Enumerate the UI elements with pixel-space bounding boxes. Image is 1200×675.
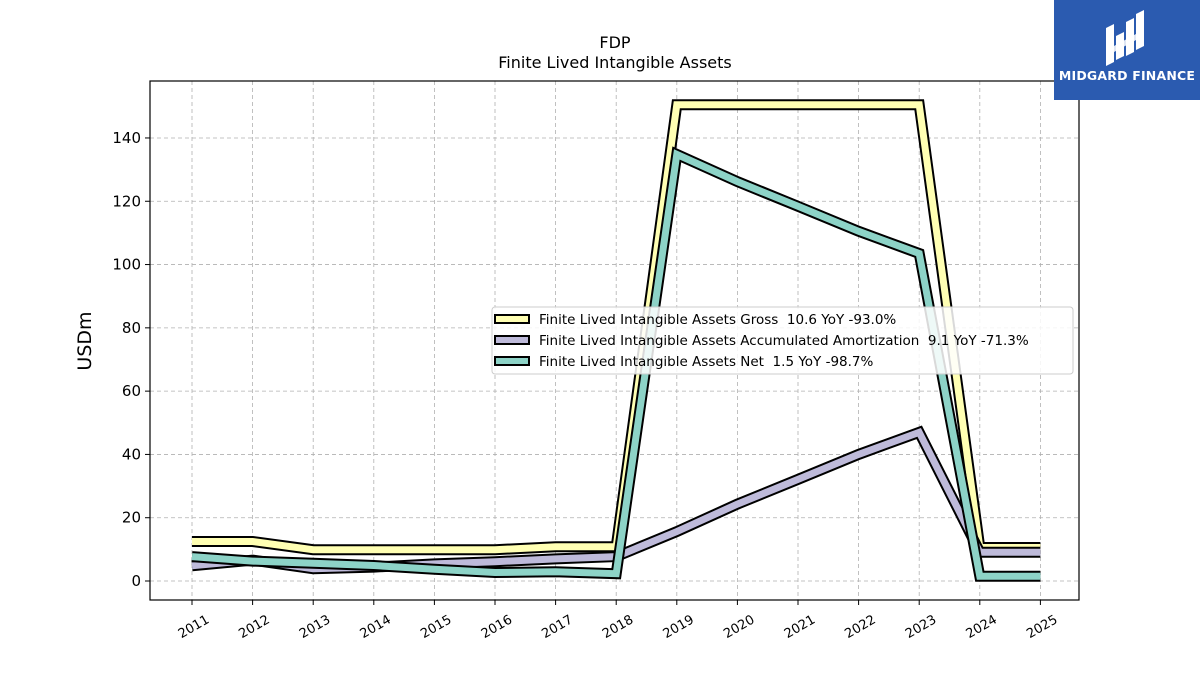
- legend-swatch: [494, 314, 530, 324]
- y-tick-label: 80: [122, 319, 141, 337]
- series-lines: [191, 99, 1041, 582]
- x-tick-label: 2022: [842, 612, 878, 642]
- x-tick-label: 2011: [176, 612, 212, 642]
- x-tick-label: 2013: [297, 612, 333, 642]
- x-tick-label: 2020: [721, 612, 757, 642]
- x-tick-label: 2021: [782, 612, 818, 642]
- y-tick-label: 140: [112, 129, 141, 147]
- x-tick-label: 2024: [964, 612, 1000, 642]
- legend: Finite Lived Intangible Assets Gross 10.…: [491, 306, 1074, 375]
- series-3: [191, 146, 1041, 582]
- x-tick-label: 2023: [903, 612, 939, 642]
- x-tick-label: 2018: [600, 612, 636, 642]
- y-tick-label: 40: [122, 445, 141, 463]
- x-tick-label: 2015: [418, 612, 454, 642]
- midgard-finance-logo: MIDGARD FINANCE: [1054, 0, 1200, 100]
- legend-swatch: [494, 335, 530, 345]
- y-tick-label: 60: [122, 382, 141, 400]
- logo-mark-icon: [1106, 10, 1144, 66]
- chart-title: FDP: [599, 33, 631, 52]
- plot-frame: [149, 80, 1080, 601]
- x-tick-label: 2017: [539, 612, 575, 642]
- y-tick-label: 20: [122, 509, 141, 527]
- x-tick-label: 2016: [479, 612, 515, 642]
- y-tick-label: 120: [112, 192, 141, 210]
- legend-label: Finite Lived Intangible Assets Accumulat…: [539, 333, 1029, 349]
- x-tick-label: 2014: [358, 612, 394, 642]
- legend-box: [491, 306, 1074, 375]
- y-tick-label: 0: [131, 572, 141, 590]
- y-axis-label: USDm: [74, 311, 96, 370]
- x-tick-label: 2019: [661, 612, 697, 642]
- series-line: [191, 149, 1041, 580]
- legend-label: Finite Lived Intangible Assets Gross 10.…: [539, 312, 896, 328]
- y-tick-label: 100: [112, 256, 141, 274]
- x-tick-label: 2012: [236, 612, 272, 642]
- logo-text: MIDGARD FINANCE: [1058, 68, 1196, 83]
- legend-label: Finite Lived Intangible Assets Net 1.5 Y…: [539, 354, 874, 370]
- chart-subtitle: Finite Lived Intangible Assets: [498, 53, 731, 72]
- legend-swatch: [494, 356, 530, 366]
- x-tick-label: 2025: [1024, 612, 1060, 642]
- y-axis-ticks: 0 20 40 60 80 100 120 140: [112, 129, 150, 590]
- x-axis-ticks: 2011 2012 2013 2014 2015 2016 2017 2018 2019 2020…: [176, 600, 1060, 642]
